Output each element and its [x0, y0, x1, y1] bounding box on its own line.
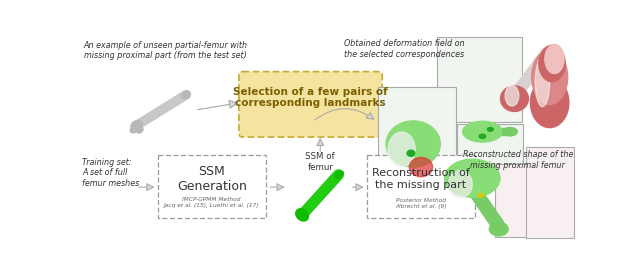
Text: SSM
Generation: SSM Generation — [177, 165, 246, 193]
Ellipse shape — [296, 209, 308, 221]
Bar — [378, 87, 456, 164]
Bar — [367, 155, 476, 218]
Bar — [495, 164, 557, 237]
Bar — [157, 155, 266, 218]
Ellipse shape — [137, 127, 143, 133]
Text: Training set:
A set of full
femur meshes: Training set: A set of full femur meshes — [83, 158, 140, 188]
Text: Posterior Method
Albrecht et al. (9): Posterior Method Albrecht et al. (9) — [396, 198, 447, 209]
Bar — [458, 124, 524, 170]
Ellipse shape — [335, 171, 342, 178]
Text: Reconstructed shape of the
missing proximal femur: Reconstructed shape of the missing proxi… — [463, 150, 573, 169]
Ellipse shape — [131, 120, 143, 131]
Text: Reconstruction of
the missing part: Reconstruction of the missing part — [372, 168, 470, 190]
Text: SSM of
femur: SSM of femur — [305, 152, 335, 172]
Text: An example of unseen partial-femur with
missing proximal part (from the test set: An example of unseen partial-femur with … — [84, 41, 248, 60]
Bar — [436, 37, 522, 122]
Text: IMCP-GPMM Method
Jacq et al. (15), Luethi et al. (17): IMCP-GPMM Method Jacq et al. (15), Lueth… — [164, 197, 260, 208]
FancyBboxPatch shape — [239, 71, 382, 137]
Text: Obtained deformation field on
the selected correspondences: Obtained deformation field on the select… — [344, 39, 464, 59]
Bar — [525, 147, 573, 238]
Ellipse shape — [130, 127, 137, 133]
Ellipse shape — [338, 171, 344, 176]
Text: Selection of a few pairs of
corresponding landmarks: Selection of a few pairs of correspondin… — [233, 87, 388, 108]
Ellipse shape — [182, 91, 190, 99]
